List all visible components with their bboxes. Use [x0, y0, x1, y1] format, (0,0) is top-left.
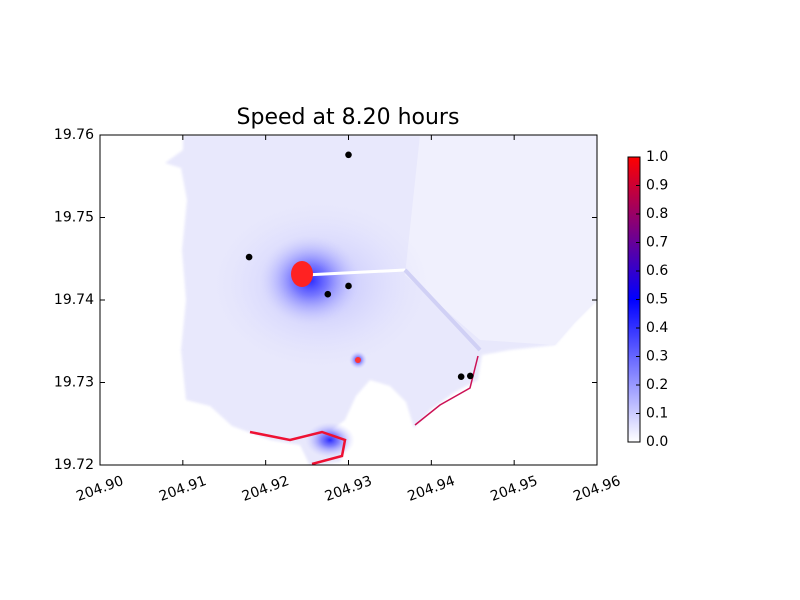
x-tick-label: 204.91 — [157, 473, 209, 505]
jet — [304, 268, 406, 277]
x-tick-label: 204.96 — [571, 473, 623, 505]
colorbar-tick-label: 0.9 — [646, 178, 668, 194]
speed-field — [165, 135, 597, 465]
x-tick-label: 204.92 — [240, 473, 292, 505]
y-tick-label: 19.72 — [54, 457, 94, 473]
y-tick-label: 19.73 — [54, 375, 94, 391]
wake — [403, 268, 482, 352]
colorbar-tick-label: 0.5 — [646, 292, 668, 308]
x-tick-label: 204.93 — [323, 473, 375, 505]
colorbar-tick-label: 1.0 — [646, 149, 668, 165]
bay-halo — [305, 422, 355, 458]
gauge-point — [345, 282, 352, 290]
gauge-point — [345, 151, 352, 159]
gauge-point — [457, 373, 465, 381]
coast-hot-2 — [414, 355, 479, 426]
colorbar-tick-label: 0.7 — [646, 235, 668, 251]
chart-title: Speed at 8.20 hours — [237, 105, 460, 130]
colorbar-tick-label: 0.4 — [646, 320, 668, 336]
y-tick-label: 19.75 — [54, 210, 94, 226]
small-hot-spot — [355, 357, 361, 363]
x-tick-label: 204.94 — [406, 473, 458, 505]
y-tick-label: 19.76 — [54, 127, 94, 143]
colorbar-tick-label: 0.6 — [646, 263, 668, 279]
x-tick-label: 204.95 — [488, 473, 540, 505]
x-tick-label: 204.90 — [74, 473, 126, 505]
colorbar-tick-label: 0.0 — [646, 434, 668, 450]
gauge-point — [466, 372, 474, 380]
colorbar-tick-label: 0.8 — [646, 206, 668, 222]
coast-hot — [249, 430, 347, 465]
colorbar-tick-label: 0.3 — [646, 349, 668, 365]
hot-spot — [291, 261, 313, 287]
gauge-point — [324, 290, 332, 298]
open-sea — [405, 135, 597, 345]
gauge-point — [245, 253, 253, 261]
y-tick-label: 19.74 — [54, 292, 94, 308]
colorbar-tick-label: 0.1 — [646, 406, 668, 422]
colorbar-tick-label: 0.2 — [646, 377, 668, 393]
